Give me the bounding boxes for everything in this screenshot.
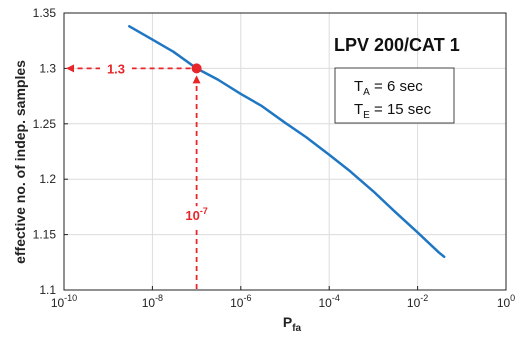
x-tick-label: 10-2 [407, 293, 428, 310]
x-ticks: 10-10 10-8 10-6 10-4 10-2 100 [51, 286, 515, 310]
plot-frame [63, 12, 507, 291]
x-tick-label: 10-8 [142, 293, 163, 310]
info-box [334, 67, 455, 124]
info-box-line-2: TE = 15 sec [354, 101, 432, 121]
y-tick-label: 1.1 [39, 283, 56, 297]
y-ticks: 1.1 1.15 1.2 1.25 1.3 1.35 [33, 6, 68, 297]
x-axis-label-main: P [283, 314, 292, 330]
y-tick-label: 1.15 [33, 228, 57, 242]
y-tick-label: 1.35 [33, 6, 57, 20]
annotation-layer: 1.3 10-7 [66, 58, 217, 289]
info-box-line-1: TA = 6 sec [354, 78, 423, 98]
x-axis-label: Pfa [283, 314, 302, 334]
highlight-point [191, 63, 202, 74]
x-axis-label-sub: fa [292, 323, 301, 334]
y-axis-label: effective no. of indep. samples [12, 60, 28, 264]
chart-title: LPV 200/CAT 1 [334, 35, 460, 55]
y-tick-label: 1.2 [39, 172, 56, 186]
y-tick-label: 1.3 [39, 61, 56, 75]
x-tick-label: 100 [497, 293, 515, 310]
x-value-label-bg [176, 206, 217, 227]
series-layer [128, 25, 446, 259]
y-tick-label: 1.25 [33, 117, 57, 131]
y-value-label: 1.3 [107, 61, 125, 76]
series-line [128, 25, 446, 259]
x-tick-label: 10-10 [51, 293, 77, 310]
x-value-label: 10-7 [185, 206, 207, 223]
x-tick-label: 10-4 [319, 293, 340, 310]
y-value-label-bg [100, 58, 132, 78]
grid [63, 12, 507, 291]
x-tick-label: 10-6 [230, 293, 251, 310]
